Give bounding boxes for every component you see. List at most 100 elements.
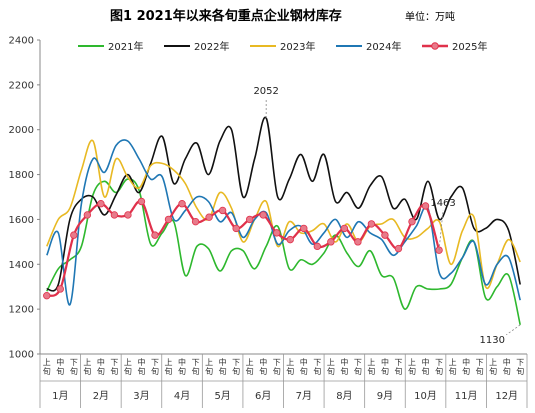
x-period-label: 旬	[354, 366, 362, 376]
x-month-label: 12月	[495, 390, 518, 402]
x-period-label: 旬	[313, 366, 321, 376]
x-period-label: 旬	[394, 366, 402, 376]
series-point-2025	[151, 231, 159, 239]
x-period-label: 中	[97, 357, 105, 367]
x-month-label: 10月	[414, 390, 437, 402]
unit-label: 单位：万吨	[405, 10, 455, 23]
x-period-label: 中	[56, 357, 64, 367]
x-period-label: 旬	[489, 366, 497, 376]
series-point-2025	[259, 211, 267, 219]
y-tick-label: 1600	[9, 215, 34, 226]
series-point-2025	[286, 235, 294, 244]
series-line-2024	[46, 139, 521, 306]
x-period-label: 中	[422, 357, 430, 367]
x-period-label: 旬	[408, 366, 416, 376]
x-period-label: 旬	[43, 366, 51, 376]
series-point-2025	[137, 197, 146, 206]
x-period-label: 上	[327, 358, 335, 367]
x-period-label: 上	[489, 358, 497, 367]
x-period-label: 上	[449, 358, 457, 367]
x-period-label: 旬	[449, 366, 457, 376]
x-period-label: 旬	[70, 366, 78, 376]
x-month-label: 3月	[133, 390, 149, 402]
series-point-2025	[83, 211, 92, 219]
x-period-label: 上	[124, 358, 132, 367]
x-month-label: 7月	[296, 390, 312, 402]
x-period-label: 旬	[246, 366, 254, 376]
x-period-label: 上	[286, 358, 294, 367]
series-point-2025	[218, 206, 227, 215]
x-period-label: 中	[259, 357, 267, 367]
legend-label-2023: 2023年	[280, 40, 315, 53]
annotation-leader	[506, 324, 521, 336]
x-period-label: 旬	[259, 366, 267, 376]
x-period-label: 旬	[192, 366, 200, 376]
x-month-label: 8月	[336, 390, 352, 402]
x-period-label: 下	[476, 358, 484, 367]
series-point-2025	[300, 224, 308, 233]
x-period-label: 旬	[435, 366, 443, 376]
series-point-2025	[354, 238, 362, 246]
series-point-2025	[56, 285, 64, 293]
x-period-label: 下	[192, 358, 200, 367]
x-period-label: 上	[83, 358, 91, 367]
series-point-2025	[205, 213, 213, 221]
x-period-label: 旬	[83, 366, 91, 376]
x-period-label: 上	[408, 358, 416, 367]
x-month-label: 4月	[174, 390, 190, 402]
x-period-label: 上	[205, 358, 213, 367]
x-period-label: 上	[165, 358, 173, 367]
x-month-label: 2月	[93, 390, 109, 402]
y-tick-label: 2400	[9, 36, 34, 47]
series-point-2025	[394, 244, 403, 253]
x-period-label: 旬	[327, 366, 335, 376]
series-point-2025	[313, 242, 322, 251]
x-period-label: 旬	[340, 366, 348, 376]
series-point-2025	[381, 231, 389, 239]
series-point-2025	[232, 224, 240, 233]
x-period-label: 旬	[476, 366, 484, 376]
axes: 10001200140016001800200022002400上旬中旬下旬上旬…	[9, 36, 528, 408]
series-line-2023	[46, 139, 521, 290]
series-point-2025	[97, 200, 105, 208]
series-line-2021	[46, 178, 521, 325]
x-period-label: 下	[232, 358, 240, 367]
y-tick-label: 1400	[9, 260, 34, 271]
legend-label-2025: 2025年	[452, 40, 487, 53]
series-point-2025	[178, 200, 186, 208]
x-period-label: 旬	[367, 366, 375, 376]
x-month-label: 1月	[52, 390, 68, 402]
series-lines	[43, 116, 521, 325]
x-period-label: 下	[394, 358, 402, 367]
series-point-2025	[421, 202, 430, 210]
series-point-2025	[367, 220, 376, 228]
x-period-label: 中	[462, 357, 470, 367]
x-period-label: 旬	[205, 366, 213, 376]
y-tick-label: 2000	[9, 125, 34, 136]
x-period-label: 下	[151, 358, 159, 367]
series-point-2025	[340, 224, 349, 233]
x-period-label: 旬	[381, 366, 389, 376]
x-period-label: 下	[110, 358, 118, 367]
x-period-label: 旬	[232, 366, 240, 376]
x-period-label: 中	[381, 357, 389, 367]
x-period-label: 下	[70, 358, 78, 367]
x-period-label: 下	[273, 358, 281, 367]
x-period-label: 中	[219, 357, 227, 367]
series-point-2025	[70, 231, 78, 239]
annotation-label: 2052	[253, 86, 278, 97]
x-period-label: 下	[435, 358, 443, 367]
x-period-label: 旬	[422, 366, 430, 376]
x-period-label: 旬	[300, 366, 308, 376]
x-period-label: 下	[516, 358, 524, 367]
y-tick-label: 1200	[9, 305, 34, 316]
annotation-label: 1463	[430, 198, 455, 209]
x-period-label: 中	[137, 357, 145, 367]
x-period-label: 旬	[516, 366, 524, 376]
annotation-leader	[438, 210, 444, 251]
series-point-2025	[273, 229, 281, 237]
annotation-label: 1130	[480, 335, 505, 346]
legend-label-2024: 2024年	[366, 40, 401, 53]
series-point-2025	[124, 211, 132, 219]
